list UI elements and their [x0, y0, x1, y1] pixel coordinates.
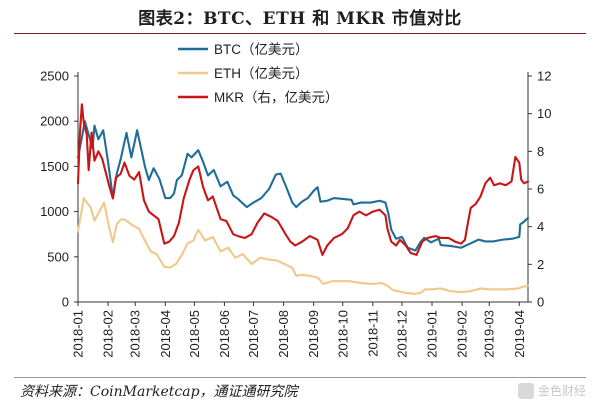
footer-divider	[14, 377, 586, 378]
x-tick-label: 2019-02	[455, 310, 470, 358]
x-tick-label: 2018-07	[246, 310, 261, 358]
x-tick-label: 2018-12	[394, 310, 409, 358]
y-right-tick-label: 4	[537, 219, 544, 234]
y-right-tick-label: 12	[537, 69, 551, 84]
y-left-tick-label: 0	[62, 295, 69, 310]
chart-area: 0 500 1000 1500 2000 2500 0 2 4 6 8 10 12 2018-01 2018…	[0, 36, 600, 376]
series-line-eth	[76, 196, 530, 295]
y-right-tick-label: 10	[537, 106, 551, 121]
legend-label: MKR（右，亿美元）	[214, 90, 339, 105]
market-cap-chart: 0 500 1000 1500 2000 2500 0 2 4 6 8 10 12 2018-01 2018…	[40, 42, 551, 358]
x-tick-label: 2019-03	[482, 310, 497, 358]
x-tick-label: 2018-02	[101, 310, 116, 358]
y-left-tick-label: 500	[47, 249, 69, 264]
series-line-btc	[76, 120, 530, 252]
x-tick-label: 2018-10	[335, 310, 350, 358]
figure-title: 图表2：BTC、ETH 和 MKR 市值对比	[138, 9, 462, 29]
series-line-mkr	[76, 103, 530, 256]
y-right-tick-label: 0	[537, 295, 544, 310]
x-tick-label: 2018-11	[365, 310, 380, 357]
watermark-logo-icon	[517, 382, 534, 399]
y-left-tick-label: 2000	[40, 114, 69, 129]
watermark-text: 金色财经	[537, 384, 586, 398]
y-right-tick-label: 2	[537, 257, 544, 272]
x-tick-label: 2018-03	[128, 310, 143, 358]
y-left-tick-label: 1000	[40, 204, 69, 219]
x-tick-label: 2018-05	[187, 310, 202, 358]
x-tick-label: 2019-01	[424, 310, 439, 358]
x-tick-label: 2018-08	[276, 310, 291, 358]
legend-label: ETH（亿美元）	[214, 66, 309, 81]
x-tick-label: 2018-04	[158, 310, 173, 358]
watermark: 金色财经	[517, 382, 586, 399]
y-left-tick-label: 2500	[40, 69, 69, 84]
y-left-tick-label: 1500	[40, 159, 69, 174]
figure-header: 图表2：BTC、ETH 和 MKR 市值对比	[0, 0, 600, 33]
legend-label: BTC（亿美元）	[214, 42, 309, 57]
x-tick-label: 2019-04	[512, 310, 527, 358]
header-divider	[14, 33, 586, 34]
source-note: 资料来源：CoinMarketcap，通证通研究院	[20, 384, 298, 400]
x-tick-label: 2018-01	[71, 310, 86, 358]
y-right-tick-label: 6	[537, 182, 544, 197]
x-tick-label: 2018-06	[217, 310, 232, 358]
x-tick-label: 2018-09	[306, 310, 321, 358]
y-right-tick-label: 8	[537, 144, 544, 159]
